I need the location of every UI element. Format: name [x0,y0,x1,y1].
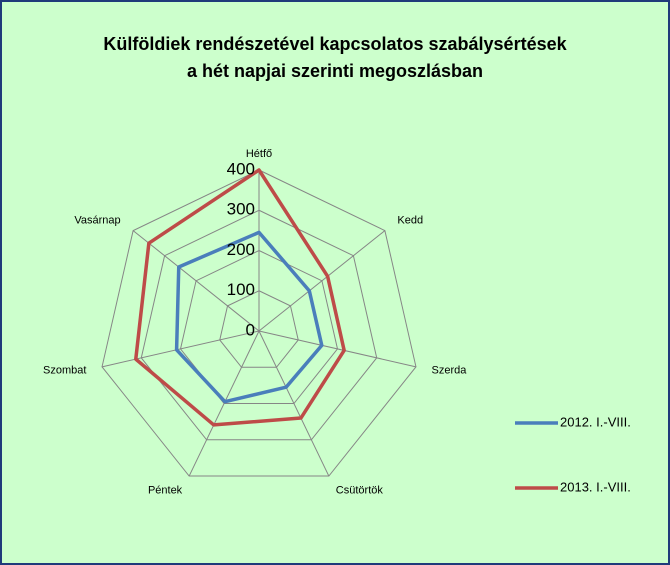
legend-label: 2013. I.-VIII. [560,479,631,494]
chart-title: Külföldiek rendészetével kapcsolatos sza… [103,34,567,54]
axis-spoke [101,330,260,368]
series-line [134,168,346,427]
grid-ring [219,290,299,368]
y-tick-label: 100 [227,280,255,299]
category-label: Szerda [432,364,468,376]
category-label: Szombat [43,364,86,376]
y-tick-label: 300 [227,200,255,219]
category-label: Vasárnap [74,215,120,227]
category-label: Hétfő [246,148,272,160]
y-tick-label: 200 [227,240,255,259]
category-label: Csütörtök [336,484,384,496]
axis-spoke [258,330,330,477]
y-tick-label: 0 [246,320,255,339]
grid-ring [101,169,417,477]
grid-ring [179,249,339,405]
category-label: Péntek [148,484,183,496]
axis-spoke [258,230,386,332]
series-line [174,230,324,404]
category-label: Kedd [397,215,423,227]
y-tick-label: 400 [227,159,255,178]
legend-label: 2012. I.-VIII. [560,414,631,429]
grid-ring [140,209,378,441]
axis-spoke [258,330,417,368]
chart-title: a hét napjai szerinti megoszlásban [187,61,483,81]
axis-spoke [188,330,260,477]
axis-spoke [132,230,260,332]
